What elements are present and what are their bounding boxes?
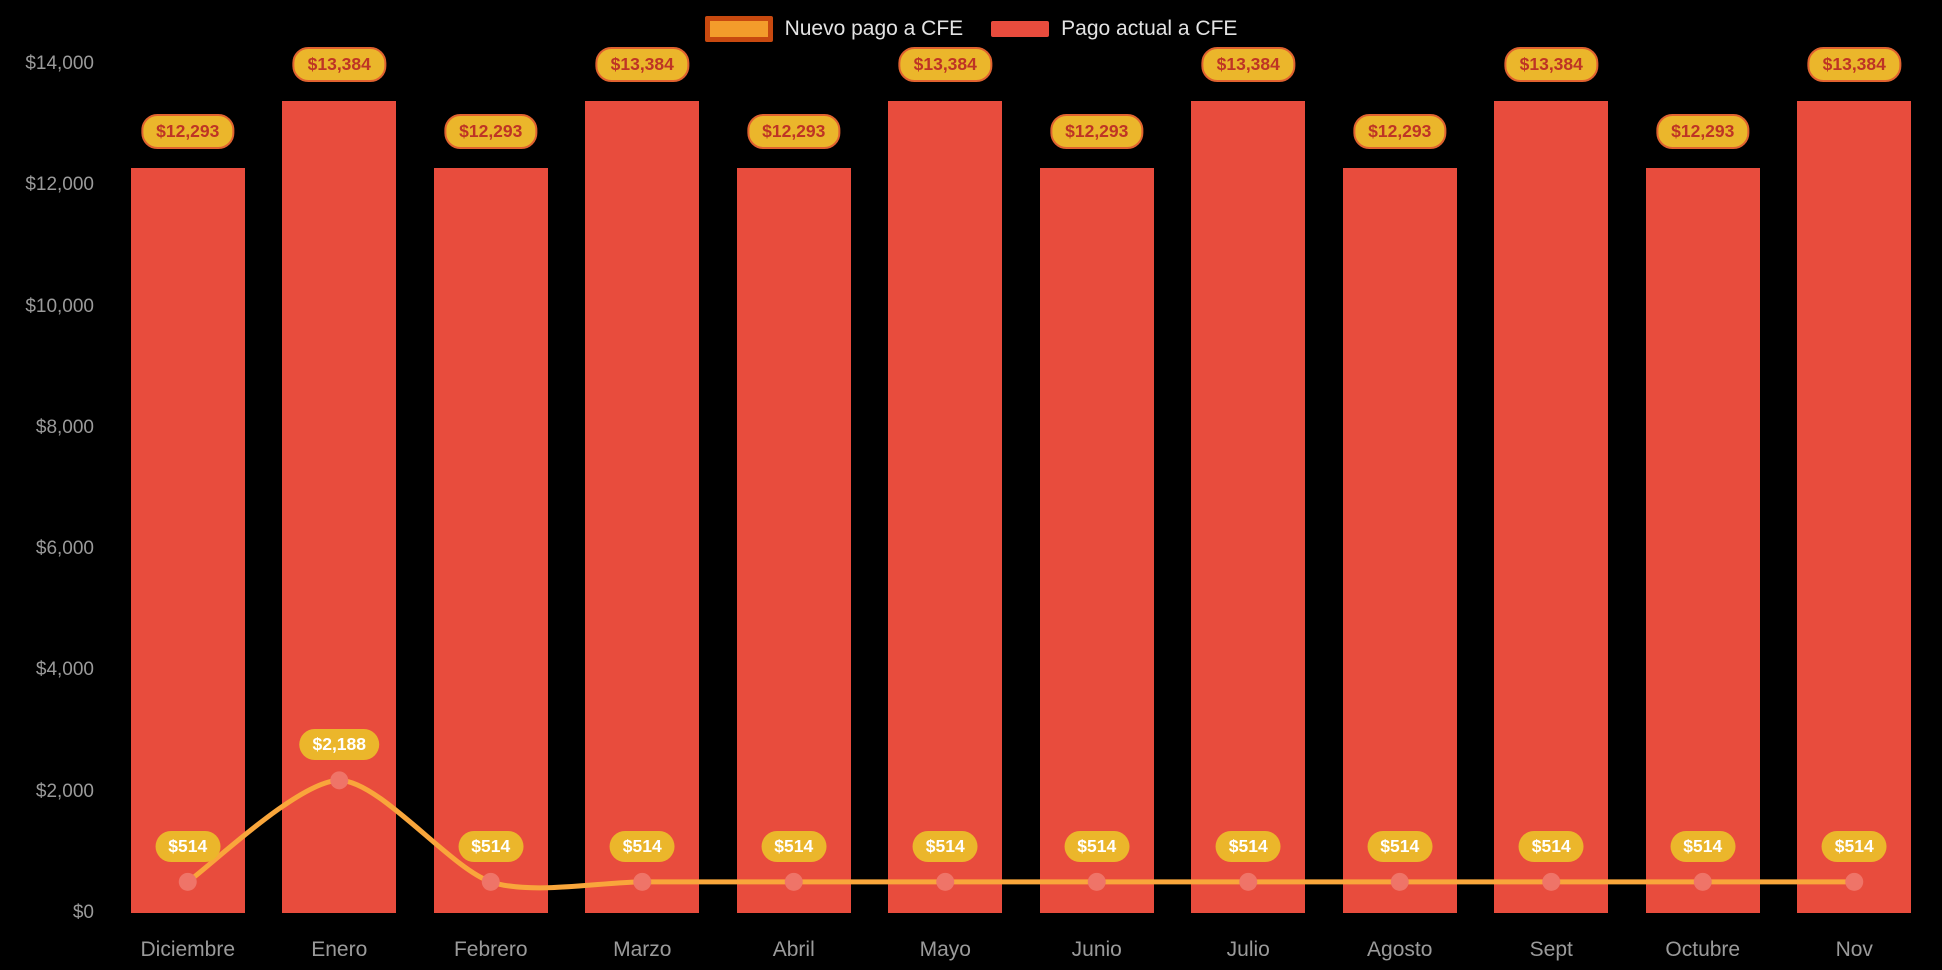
bar-octubre[interactable] <box>1645 167 1760 913</box>
legend-item-pago-actual[interactable]: Pago actual a CFE <box>991 17 1237 41</box>
line-value-label-octubre: $514 <box>1670 830 1736 862</box>
bar-value-label-junio: $12,293 <box>1050 113 1144 149</box>
x-axis-label-enero: Enero <box>311 938 368 961</box>
line-value-label-febrero: $514 <box>458 830 524 862</box>
bar-value-label-octubre: $12,293 <box>1656 113 1750 149</box>
line-value-label-julio: $514 <box>1215 830 1281 862</box>
line-value-label-enero: $2,188 <box>299 729 380 761</box>
x-axis-label-junio: Junio <box>1071 938 1122 961</box>
bar-diciembre[interactable] <box>130 167 245 913</box>
x-axis-label-octubre: Octubre <box>1665 938 1741 961</box>
bar-enero[interactable] <box>282 101 397 913</box>
bar-value-label-marzo: $13,384 <box>595 47 689 83</box>
x-axis-label-julio: Julio <box>1226 938 1270 961</box>
line-value-label-mayo: $514 <box>912 830 978 862</box>
x-axis-label-marzo: Marzo <box>613 938 672 961</box>
bar-value-label-enero: $13,384 <box>292 47 386 83</box>
y-axis-tick: $4,000 <box>35 659 94 681</box>
bar-value-label-nov: $13,384 <box>1807 47 1901 83</box>
bar-mayo[interactable] <box>888 101 1003 913</box>
bar-febrero[interactable] <box>433 167 548 913</box>
bar-sept[interactable] <box>1494 101 1609 913</box>
legend-swatch-nuevo-pago <box>704 16 773 42</box>
bar-value-label-diciembre: $12,293 <box>141 113 235 149</box>
bar-value-label-febrero: $12,293 <box>444 113 538 149</box>
bar-junio[interactable] <box>1039 167 1154 913</box>
bar-abril[interactable] <box>736 167 851 913</box>
bar-nov[interactable] <box>1797 101 1912 913</box>
bar-value-label-agosto: $12,293 <box>1353 113 1447 149</box>
bar-value-label-julio: $13,384 <box>1201 47 1295 83</box>
line-value-label-agosto: $514 <box>1367 830 1433 862</box>
legend-label-pago-actual: Pago actual a CFE <box>1061 17 1238 40</box>
bar-value-label-mayo: $13,384 <box>898 47 992 83</box>
line-value-label-marzo: $514 <box>609 830 675 862</box>
line-value-label-abril: $514 <box>761 830 827 862</box>
line-value-label-nov: $514 <box>1821 830 1887 862</box>
x-axis-label-mayo: Mayo <box>919 938 971 961</box>
line-value-label-sept: $514 <box>1518 830 1584 862</box>
y-axis-tick: $0 <box>72 902 94 923</box>
line-value-label-diciembre: $514 <box>155 830 221 862</box>
y-axis-tick: $14,000 <box>25 53 94 74</box>
x-axis-label-diciembre: Diciembre <box>140 938 236 961</box>
bar-value-label-abril: $12,293 <box>747 113 841 149</box>
x-axis-label-nov: Nov <box>1835 938 1873 961</box>
y-axis-tick: $6,000 <box>35 538 94 560</box>
legend-item-nuevo-pago[interactable]: Nuevo pago a CFE <box>704 16 964 42</box>
y-axis-tick: $12,000 <box>25 174 94 196</box>
legend: Nuevo pago a CFE Pago actual a CFE <box>0 16 1942 42</box>
y-axis-tick: $8,000 <box>35 416 94 438</box>
bar-agosto[interactable] <box>1342 167 1457 913</box>
bar-marzo[interactable] <box>585 101 700 913</box>
x-axis-label-abril: Abril <box>772 938 815 961</box>
y-axis-tick: $10,000 <box>25 295 94 317</box>
x-axis-label-sept: Sept <box>1529 938 1573 961</box>
y-axis-tick: $2,000 <box>35 780 94 802</box>
bar-julio[interactable] <box>1191 101 1306 913</box>
legend-swatch-pago-actual <box>991 21 1050 37</box>
legend-label-nuevo-pago: Nuevo pago a CFE <box>784 17 964 40</box>
bar-value-label-sept: $13,384 <box>1504 47 1598 83</box>
x-axis-label-febrero: Febrero <box>453 938 528 961</box>
line-value-label-junio: $514 <box>1064 830 1130 862</box>
x-axis-label-agosto: Agosto <box>1367 938 1433 961</box>
